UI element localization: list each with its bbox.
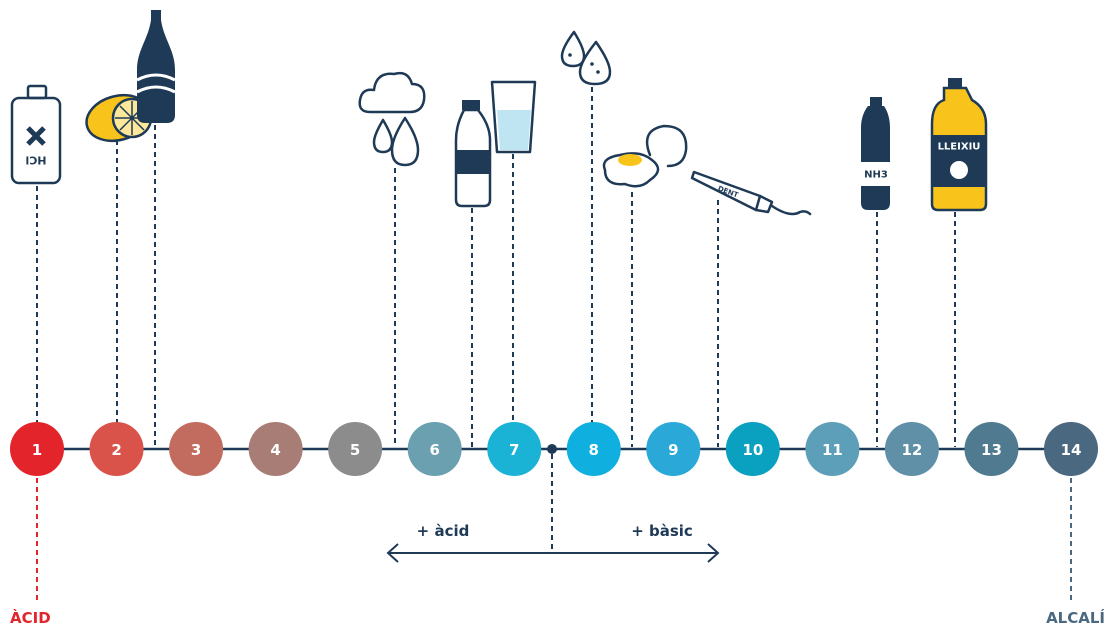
step-circle [725, 422, 780, 476]
step-circle [1044, 422, 1098, 476]
bleach-text: LLEIXIU [938, 142, 981, 153]
step-number: 6 [429, 441, 439, 459]
step-circle [646, 422, 701, 476]
step-circle [566, 422, 621, 476]
toothpaste: DENT [690, 170, 812, 216]
step-circle [10, 422, 64, 476]
step-number: 4 [270, 441, 280, 459]
step-number: 7 [509, 441, 519, 459]
step-number: 3 [191, 441, 201, 459]
step-number: 8 [589, 441, 599, 459]
step-circle [169, 422, 224, 476]
step-number: 9 [668, 441, 678, 459]
step-circle [487, 422, 542, 476]
bleach-jug: LLEIXIU [930, 78, 988, 212]
step-circle [89, 422, 144, 476]
step-circle [248, 422, 303, 476]
step-number: 1 [32, 441, 42, 459]
hcl-bottle: HCl [10, 84, 62, 185]
drops [560, 30, 612, 86]
water-glass [490, 80, 537, 154]
lemon [85, 93, 153, 143]
step-number: 13 [981, 441, 1002, 459]
egg [602, 124, 688, 188]
rain-cloud [358, 71, 426, 167]
step-number: 12 [901, 441, 922, 459]
step-number: 14 [1061, 441, 1082, 459]
step-circle [884, 422, 939, 476]
connectors [36, 87, 956, 447]
step-circle [328, 422, 383, 476]
step-number: 5 [350, 441, 360, 459]
more-basic: + bàsic [631, 522, 693, 540]
step-number: 11 [822, 441, 843, 459]
step-number: 10 [742, 441, 763, 459]
step-number: 2 [111, 441, 121, 459]
cola-bottle [136, 10, 176, 123]
step-circle [407, 422, 462, 476]
step-circle [805, 422, 860, 476]
acid-label: ÀCID [10, 608, 51, 627]
steps: 1 2 3 4 5 6 7 8 9 10 11 12 13 14 [10, 422, 1098, 476]
direction-arrow [386, 543, 720, 563]
more-acid: + àcid [417, 522, 470, 540]
ammonia-text: NH3 [864, 170, 888, 181]
hcl-text: HCl [25, 154, 46, 167]
milk-bottle [454, 100, 492, 208]
ammonia-bottle: NH3 [861, 97, 890, 210]
neutral-dot [547, 444, 557, 454]
step-circle [964, 422, 1019, 476]
alkali-label: ALCALÍ [1046, 608, 1105, 627]
